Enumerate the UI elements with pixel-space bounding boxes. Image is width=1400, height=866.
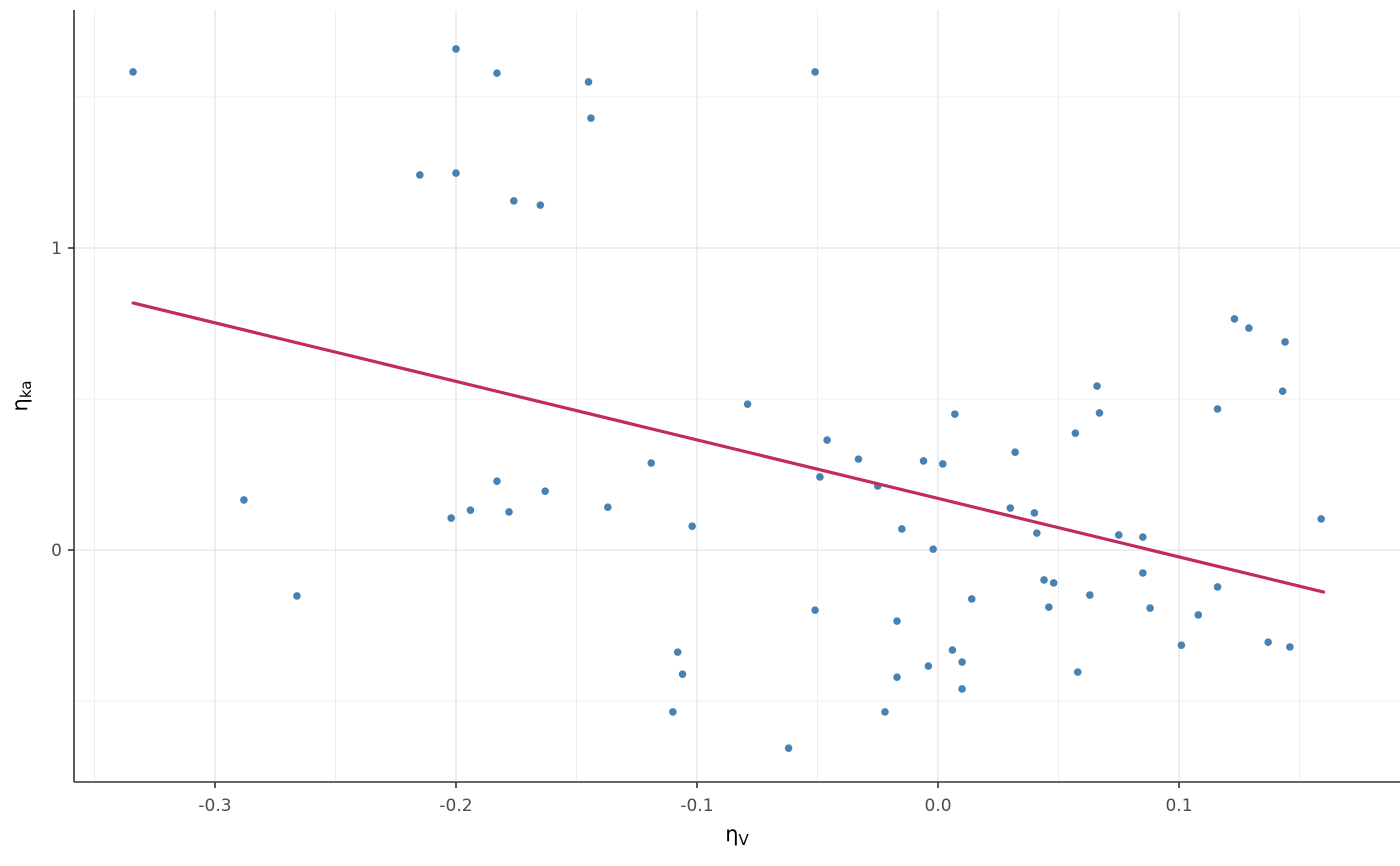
data-point bbox=[1278, 387, 1287, 395]
x-tick-label: 0.0 bbox=[924, 796, 951, 816]
data-point bbox=[929, 545, 937, 553]
data-point bbox=[293, 592, 301, 600]
data-point bbox=[958, 685, 966, 693]
data-point bbox=[1049, 579, 1058, 587]
data-point bbox=[647, 459, 656, 467]
data-point bbox=[466, 506, 475, 514]
data-point bbox=[493, 477, 501, 485]
data-point bbox=[1286, 643, 1294, 651]
data-point bbox=[505, 508, 513, 516]
x-axis-title: ηV bbox=[725, 824, 749, 848]
data-point bbox=[951, 410, 959, 418]
data-point bbox=[1213, 405, 1222, 413]
data-point bbox=[240, 496, 248, 504]
data-point bbox=[881, 708, 889, 716]
data-point bbox=[1086, 591, 1094, 599]
x-tick-label: 0.1 bbox=[1165, 796, 1192, 816]
data-point bbox=[919, 457, 928, 465]
data-point bbox=[1045, 603, 1053, 611]
data-point bbox=[1033, 529, 1041, 537]
data-point bbox=[1177, 641, 1186, 649]
data-point bbox=[1281, 338, 1289, 346]
y-axis-title-subscript: ka bbox=[16, 380, 35, 399]
y-tick-labels: 10 bbox=[51, 239, 62, 561]
y-tick-label: 0 bbox=[51, 541, 62, 561]
data-point bbox=[493, 69, 501, 77]
data-point bbox=[1030, 509, 1039, 517]
data-point bbox=[584, 78, 593, 86]
data-point bbox=[893, 673, 901, 681]
data-point bbox=[1040, 576, 1048, 584]
data-points bbox=[129, 45, 1325, 752]
x-tick-label: -0.1 bbox=[680, 796, 713, 816]
data-point bbox=[893, 617, 901, 625]
grid-major bbox=[74, 10, 1400, 782]
x-tick-label: -0.3 bbox=[198, 796, 231, 816]
y-axis-title-symbol: η bbox=[8, 398, 33, 412]
data-point bbox=[1073, 668, 1082, 676]
data-point bbox=[1194, 611, 1203, 619]
x-axis-title-subscript: V bbox=[738, 830, 749, 849]
data-point bbox=[452, 45, 460, 53]
data-point bbox=[541, 487, 549, 495]
data-point bbox=[939, 460, 947, 468]
data-point bbox=[688, 522, 696, 530]
data-point bbox=[604, 503, 612, 511]
data-point bbox=[1146, 604, 1154, 612]
data-point bbox=[1139, 533, 1147, 541]
data-point bbox=[811, 606, 819, 614]
data-point bbox=[587, 114, 595, 122]
data-point bbox=[447, 514, 455, 522]
data-point bbox=[1114, 531, 1123, 539]
data-point bbox=[1093, 382, 1101, 390]
data-point bbox=[1264, 638, 1272, 646]
data-point bbox=[1095, 409, 1104, 417]
data-point bbox=[510, 197, 518, 205]
data-point bbox=[1230, 315, 1239, 323]
x-axis-title-symbol: η bbox=[725, 822, 739, 846]
x-tick-labels: -0.3 -0.2 -0.1 0.0 0.1 bbox=[198, 796, 1192, 816]
data-point bbox=[898, 525, 906, 533]
data-point bbox=[784, 744, 793, 752]
data-point bbox=[816, 473, 824, 481]
data-point bbox=[536, 201, 545, 209]
data-point bbox=[811, 68, 819, 76]
axis-ticks bbox=[68, 247, 1180, 788]
data-point bbox=[678, 670, 687, 678]
y-tick-label: 1 bbox=[51, 239, 62, 259]
data-point bbox=[669, 708, 677, 716]
data-point bbox=[1317, 515, 1325, 523]
data-point bbox=[1011, 448, 1019, 456]
data-point bbox=[1071, 429, 1080, 437]
data-point bbox=[1139, 569, 1147, 577]
data-point bbox=[743, 400, 752, 408]
data-point bbox=[967, 595, 976, 603]
data-point bbox=[823, 436, 831, 444]
regression-line bbox=[131, 301, 1326, 594]
data-point bbox=[958, 658, 966, 666]
data-point bbox=[673, 648, 682, 656]
y-axis-title: ηka bbox=[8, 380, 35, 412]
data-point bbox=[1213, 583, 1222, 591]
data-point bbox=[416, 171, 424, 179]
data-point bbox=[1245, 324, 1253, 332]
data-point bbox=[948, 646, 957, 654]
data-point bbox=[452, 169, 460, 177]
x-tick-label: -0.2 bbox=[439, 796, 472, 816]
data-point bbox=[924, 662, 933, 670]
data-point bbox=[129, 68, 137, 76]
data-point bbox=[854, 455, 863, 463]
data-point bbox=[1006, 504, 1015, 512]
